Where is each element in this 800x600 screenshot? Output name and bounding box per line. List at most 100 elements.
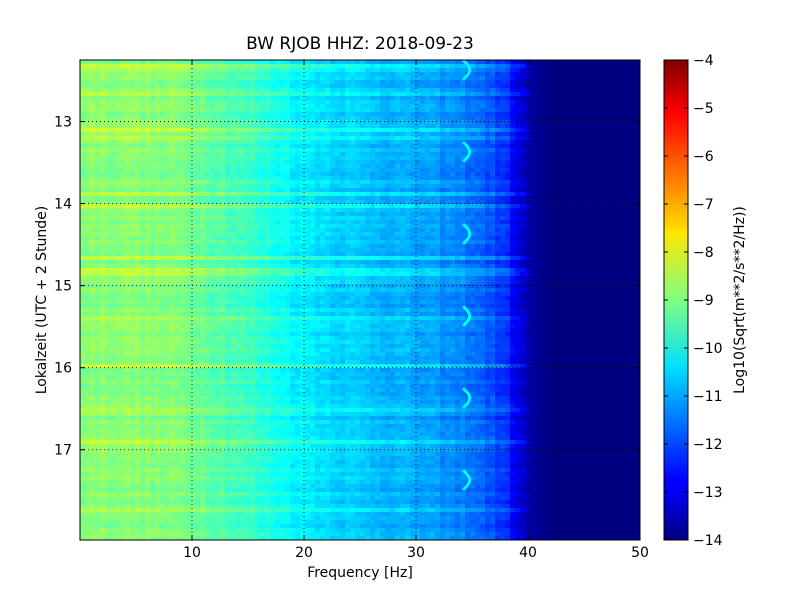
heatmap-cell (600, 112, 606, 117)
heatmap-cell (510, 144, 516, 149)
heatmap-cell (345, 132, 351, 137)
heatmap-cell (300, 132, 306, 137)
heatmap-cell (520, 116, 526, 121)
heatmap-cell (365, 160, 371, 165)
heatmap-cell (565, 232, 571, 237)
heatmap-cell (320, 164, 326, 169)
heatmap-cell (190, 144, 196, 149)
heatmap-cell (285, 208, 291, 213)
heatmap-cell (530, 200, 536, 205)
heatmap-cell (385, 64, 391, 69)
heatmap-cell (510, 60, 516, 65)
heatmap-cell (350, 172, 356, 177)
heatmap-cell (345, 80, 351, 85)
heatmap-cell (635, 124, 640, 129)
heatmap-cell (220, 96, 226, 101)
heatmap-cell (635, 180, 640, 185)
heatmap-cell (175, 100, 181, 105)
heatmap-cell (325, 112, 331, 117)
heatmap-cell (380, 120, 386, 125)
heatmap-cell (120, 220, 126, 225)
heatmap-cell (500, 176, 506, 181)
heatmap-cell (80, 84, 86, 89)
heatmap-cell (350, 184, 356, 189)
heatmap-cell (635, 184, 640, 189)
heatmap-cell (130, 140, 136, 145)
heatmap-cell (140, 196, 146, 201)
heatmap-cell (605, 132, 611, 137)
heatmap-cell (215, 196, 221, 201)
heatmap-cell (400, 64, 406, 69)
heatmap-cell (490, 80, 496, 85)
heatmap-cell (230, 128, 236, 133)
heatmap-cell (115, 152, 121, 157)
heatmap-cell (225, 96, 231, 101)
heatmap-cell (580, 168, 586, 173)
heatmap-cell (190, 64, 196, 69)
heatmap-cell (620, 68, 626, 73)
heatmap-cell (275, 164, 281, 169)
heatmap-cell (160, 232, 166, 237)
heatmap-cell (390, 144, 396, 149)
heatmap-cell (95, 200, 101, 205)
heatmap-cell (215, 216, 221, 221)
heatmap-cell (450, 60, 456, 65)
heatmap-cell (425, 232, 431, 237)
heatmap-cell (120, 84, 126, 89)
heatmap-cell (110, 96, 116, 101)
heatmap-cell (160, 136, 166, 141)
heatmap-cell (160, 200, 166, 205)
heatmap-cell (360, 212, 366, 217)
heatmap-cell (515, 208, 521, 213)
heatmap-cell (495, 132, 501, 137)
heatmap-cell (235, 136, 241, 141)
heatmap-cell (255, 68, 261, 73)
heatmap-cell (625, 160, 631, 165)
heatmap-cell (400, 192, 406, 197)
heatmap-cell (195, 64, 201, 69)
heatmap-cell (590, 232, 596, 237)
heatmap-cell (335, 228, 341, 233)
heatmap-cell (370, 96, 376, 101)
heatmap-cell (270, 228, 276, 233)
heatmap-cell (290, 236, 296, 241)
heatmap-cell (565, 176, 571, 181)
heatmap-cell (550, 116, 556, 121)
heatmap-cell (250, 216, 256, 221)
heatmap-cell (425, 184, 431, 189)
heatmap-cell (175, 168, 181, 173)
heatmap-cell (140, 116, 146, 121)
heatmap-cell (480, 140, 486, 145)
heatmap-cell (270, 88, 276, 93)
heatmap-cell (420, 108, 426, 113)
heatmap-cell (105, 220, 111, 225)
heatmap-cell (300, 92, 306, 97)
heatmap-cell (235, 88, 241, 93)
heatmap-cell (145, 200, 151, 205)
heatmap-cell (155, 184, 161, 189)
heatmap-cell (415, 220, 421, 225)
heatmap-cell (320, 172, 326, 177)
heatmap-cell (395, 228, 401, 233)
heatmap-cell (375, 164, 381, 169)
heatmap-cell (515, 160, 521, 165)
heatmap-cell (315, 132, 321, 137)
heatmap-cell (365, 220, 371, 225)
heatmap-cell (575, 84, 581, 89)
heatmap-cell (630, 96, 636, 101)
heatmap-cell (120, 60, 126, 65)
heatmap-cell (385, 136, 391, 141)
heatmap-cell (520, 136, 526, 141)
heatmap-cell (410, 152, 416, 157)
heatmap-cell (205, 148, 211, 153)
heatmap-cell (290, 156, 296, 161)
heatmap-cell (155, 112, 161, 117)
heatmap-cell (350, 212, 356, 217)
heatmap-cell (580, 200, 586, 205)
heatmap-cell (395, 216, 401, 221)
heatmap-cell (300, 184, 306, 189)
heatmap-cell (235, 216, 241, 221)
heatmap-cell (365, 212, 371, 217)
heatmap-cell (370, 128, 376, 133)
heatmap-cell (525, 160, 531, 165)
